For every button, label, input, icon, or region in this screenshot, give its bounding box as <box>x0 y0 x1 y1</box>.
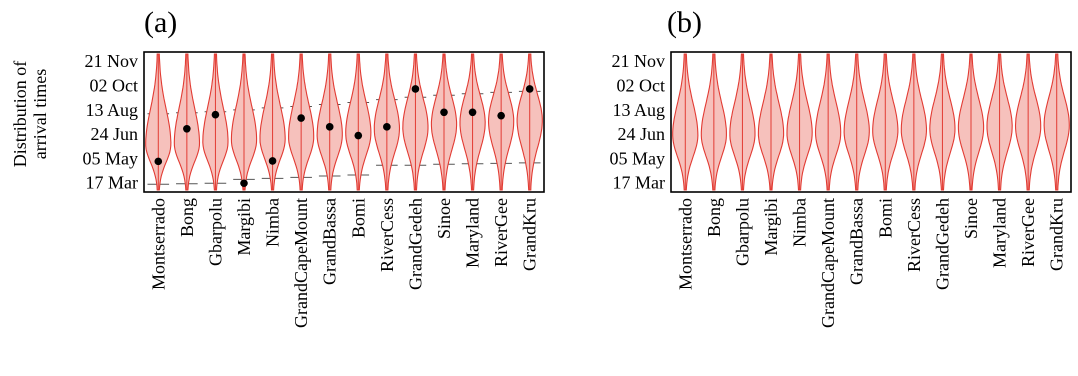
y-tick-label: 24 Jun <box>617 124 665 144</box>
x-tick-label: Gbarpolu <box>205 198 225 266</box>
x-tick-label: RiverCess <box>904 198 924 272</box>
x-tick-label: Nimba <box>263 198 283 247</box>
x-tick-label: RiverCess <box>377 198 397 272</box>
y-tick-label: 02 Oct <box>90 76 139 96</box>
x-tick-label: Margibi <box>761 198 781 256</box>
marker-rivergee <box>497 111 505 120</box>
panel-a: (a) Distribution of arrival times 21 Nov… <box>10 6 545 328</box>
x-tick-label: Maryland <box>990 198 1010 268</box>
y-tick-label: 21 Nov <box>612 51 666 71</box>
x-tick-label: GrandGedeh <box>405 198 425 290</box>
x-tick-label: GrandCapeMount <box>291 198 311 328</box>
x-tick-label: RiverGee <box>1018 198 1038 267</box>
marker-grandkru <box>525 85 534 93</box>
x-tick-label: GrandKru <box>1047 198 1067 271</box>
x-tick-label: Bomi <box>875 198 895 238</box>
x-tick-label: GrandCapeMount <box>818 198 838 328</box>
y-tick-label: 05 May <box>610 148 666 168</box>
y-tick-label: 13 Aug <box>85 100 138 120</box>
x-tick-label: Margibi <box>234 198 254 256</box>
y-tick-labels-a: 21 Nov 02 Oct 13 Aug 24 Jun 05 May 17 Mar <box>83 51 139 192</box>
y-tick-label: 13 Aug <box>612 100 665 120</box>
y-tick-labels-b: 21 Nov 02 Oct 13 Aug 24 Jun 05 May 17 Mar <box>610 51 666 192</box>
panel-b-label: (b) <box>667 6 702 39</box>
x-tick-label: Montserrado <box>675 198 695 290</box>
marker-nimba <box>268 157 277 165</box>
y-tick-label: 24 Jun <box>90 124 138 144</box>
y-tick-label: 17 Mar <box>86 172 139 192</box>
y-tick-label: 17 Mar <box>613 172 666 192</box>
x-tick-label: GrandKru <box>520 198 540 271</box>
marker-rivercess <box>383 123 391 131</box>
x-tick-labels-a: Montserrado Bong Gbarpolu Margibi Nimba Grand… <box>148 198 539 328</box>
marker-grandcapemount <box>297 114 305 122</box>
marker-bomi <box>354 131 363 140</box>
marker-montserrado <box>154 157 163 166</box>
x-tick-label: Sinoe <box>434 198 454 239</box>
x-tick-label: RiverGee <box>491 198 511 267</box>
marker-margibi <box>240 179 248 188</box>
y-tick-label: 21 Nov <box>85 51 139 71</box>
marker-gbarpolu <box>211 110 220 119</box>
violins-a <box>145 53 543 191</box>
plot-frame-b <box>670 51 1072 193</box>
marker-grandgedeh <box>411 85 420 93</box>
y-tick-label: 05 May <box>83 148 139 168</box>
marker-bong <box>183 125 191 133</box>
x-tick-label: Maryland <box>463 198 483 268</box>
markers-a <box>154 85 534 188</box>
x-tick-label: Montserrado <box>148 198 168 290</box>
x-tick-label: GrandBassa <box>847 198 867 285</box>
x-tick-label: GrandBassa <box>320 198 340 285</box>
plot-frame-a <box>143 51 545 193</box>
y-tick-label: 02 Oct <box>617 76 666 96</box>
x-tick-label: Gbarpolu <box>732 198 752 266</box>
panel-a-label: (a) <box>144 6 177 39</box>
marker-grandbassa <box>325 123 334 131</box>
marker-maryland <box>468 108 477 117</box>
x-tick-label: Bong <box>704 198 724 237</box>
x-tick-label: GrandGedeh <box>932 198 952 290</box>
y-axis-label-line-2: arrival times <box>30 69 50 159</box>
x-tick-labels-b: Montserrado Bong Gbarpolu Margibi Nimba Grand… <box>675 198 1066 328</box>
x-tick-label: Bomi <box>348 198 368 238</box>
x-tick-label: Bong <box>177 198 197 237</box>
marker-sinoe <box>440 108 448 117</box>
violins-b <box>672 53 1070 191</box>
x-tick-label: Nimba <box>790 198 810 247</box>
x-tick-label: Sinoe <box>961 198 981 239</box>
y-axis-label-line-1: Distribution of <box>10 61 30 168</box>
panel-b: (b) 21 Nov 02 Oct 13 Aug 24 Jun 05 May 17 Mar… <box>610 6 1072 328</box>
